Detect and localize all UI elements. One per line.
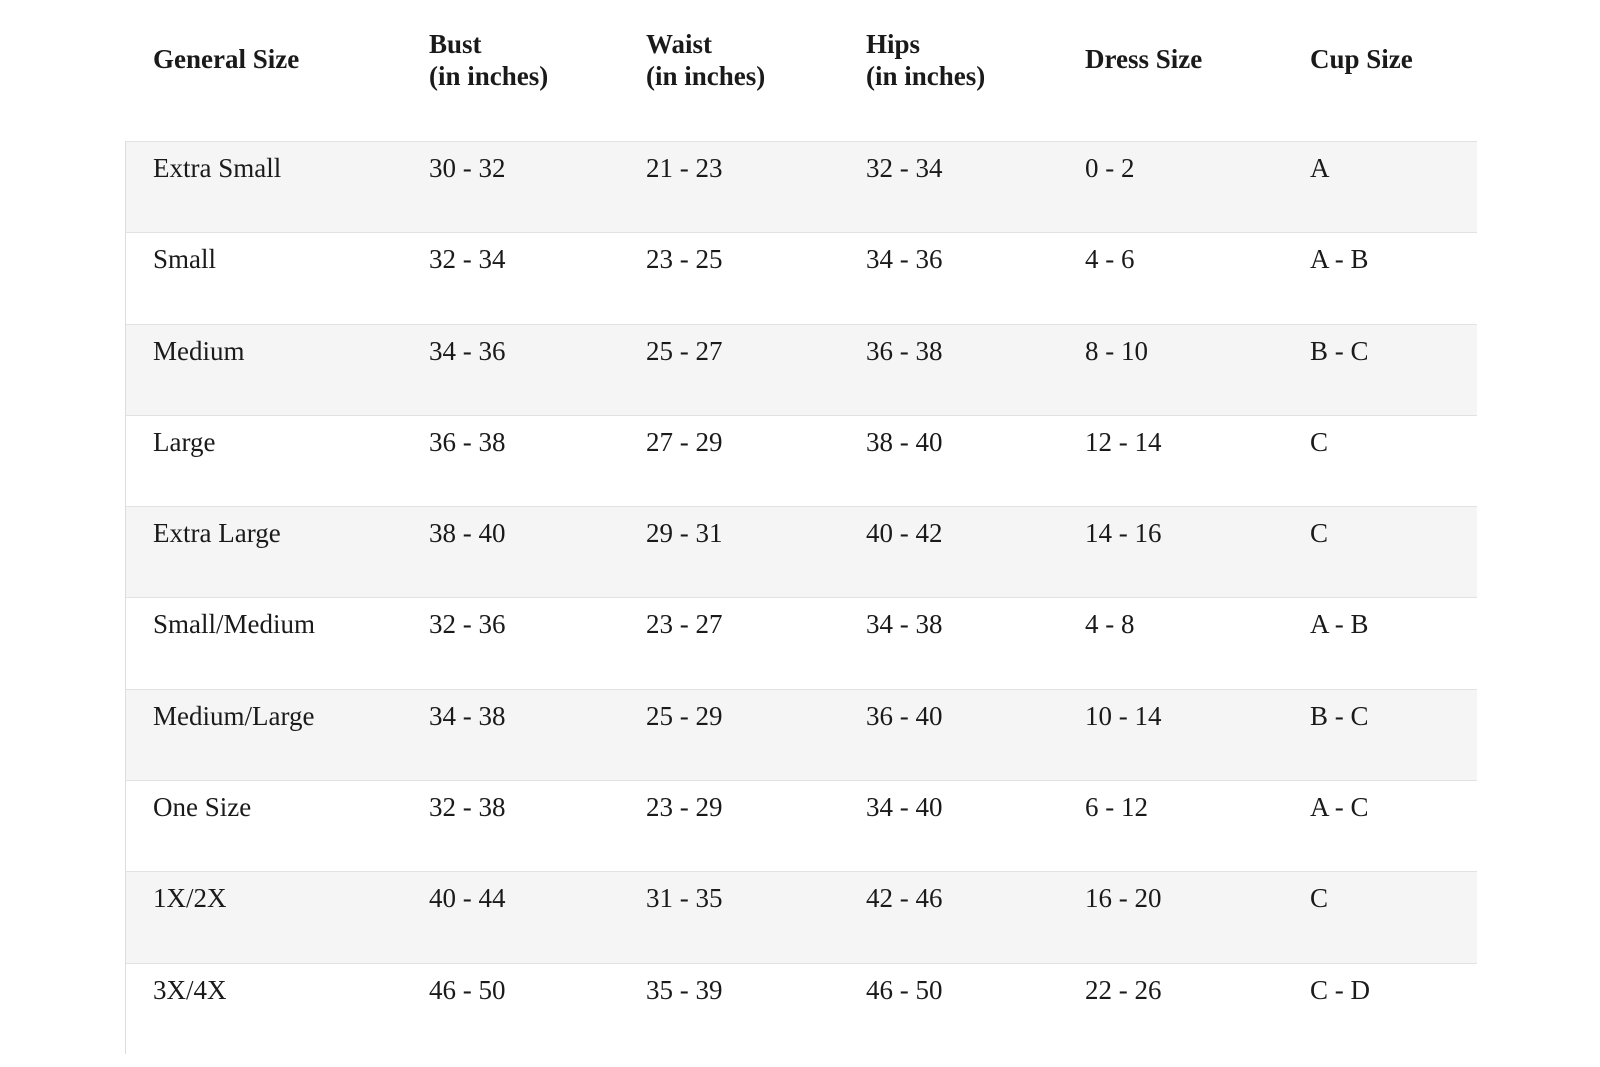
- cell-hips: 46 - 50: [866, 974, 943, 1005]
- cell-bust: 46 - 50: [429, 974, 506, 1005]
- header-label: General Size: [153, 44, 300, 74]
- cell-waist: 31 - 35: [646, 883, 723, 914]
- header-label: Waist: [646, 29, 713, 59]
- cell-hips: 40 - 42: [866, 518, 943, 549]
- cell-dress-size: 4 - 6: [1085, 244, 1135, 275]
- cell-cup-size: B - C: [1310, 700, 1369, 731]
- cell-bust: 38 - 40: [429, 518, 506, 549]
- cell-general-size: 1X/2X: [153, 883, 227, 914]
- table-row: Small/Medium 32 - 36 23 - 27 34 - 38 4 - 8 A …: [126, 597, 1477, 688]
- cell-dress-size: 12 - 14: [1085, 426, 1162, 457]
- header-label: Hips: [866, 29, 921, 59]
- header-bust: Bust (in inches): [429, 28, 548, 92]
- table-row: 1X/2X 40 - 44 31 - 35 42 - 46 16 - 20 C: [126, 871, 1477, 963]
- cell-hips: 36 - 38: [866, 335, 943, 366]
- cell-waist: 27 - 29: [646, 426, 723, 457]
- cell-bust: 34 - 38: [429, 700, 506, 731]
- cell-waist: 25 - 29: [646, 700, 723, 731]
- cell-cup-size: A - B: [1310, 609, 1369, 640]
- cell-dress-size: 8 - 10: [1085, 335, 1148, 366]
- cell-general-size: Medium: [153, 335, 245, 366]
- header-dress-size: Dress Size: [1085, 43, 1202, 75]
- table-row: Large 36 - 38 27 - 29 38 - 40 12 - 14 C: [126, 414, 1477, 506]
- cell-bust: 30 - 32: [429, 153, 506, 183]
- cell-dress-size: 22 - 26: [1085, 974, 1162, 1005]
- header-label: Cup Size: [1310, 44, 1413, 74]
- cell-cup-size: C: [1310, 518, 1329, 549]
- cell-cup-size: C: [1310, 426, 1329, 457]
- cell-general-size: One Size: [153, 792, 252, 823]
- cell-hips: 38 - 40: [866, 426, 943, 457]
- cell-bust: 32 - 34: [429, 244, 506, 275]
- cell-waist: 35 - 39: [646, 974, 723, 1005]
- table-row: One Size 32 - 38 23 - 29 34 - 40 6 - 12 A - C: [126, 780, 1477, 871]
- header-unit: (in inches): [429, 61, 549, 91]
- cell-cup-size: A: [1310, 153, 1330, 183]
- header-cup-size: Cup Size: [1310, 43, 1413, 75]
- cell-dress-size: 0 - 2: [1085, 153, 1135, 183]
- cell-waist: 23 - 29: [646, 792, 723, 823]
- cell-waist: 29 - 31: [646, 518, 723, 549]
- header-unit: (in inches): [646, 61, 766, 91]
- cell-general-size: Extra Small: [153, 153, 282, 183]
- cell-general-size: Small: [153, 244, 217, 275]
- cell-dress-size: 4 - 8: [1085, 609, 1135, 640]
- cell-hips: 36 - 40: [866, 700, 943, 731]
- header-label: Dress Size: [1085, 44, 1203, 74]
- cell-waist: 21 - 23: [646, 153, 723, 183]
- table-row: 3X/4X 46 - 50 35 - 39 46 - 50 22 - 26 C - D: [126, 962, 1477, 1054]
- cell-general-size: Extra Large: [153, 518, 281, 549]
- header-general-size: General Size: [153, 43, 299, 75]
- cell-general-size: Medium/Large: [153, 700, 315, 731]
- table-row: Small 32 - 34 23 - 25 34 - 36 4 - 6 A - B: [126, 232, 1477, 323]
- cell-cup-size: C - D: [1310, 974, 1370, 1005]
- cell-waist: 23 - 25: [646, 244, 723, 275]
- cell-dress-size: 14 - 16: [1085, 518, 1162, 549]
- cell-hips: 34 - 40: [866, 792, 943, 823]
- table-row: Medium 34 - 36 25 - 27 36 - 38 8 - 10 B - C: [126, 323, 1477, 415]
- header-unit: (in inches): [866, 61, 986, 91]
- cell-dress-size: 10 - 14: [1085, 700, 1162, 731]
- table-row: Extra Small 30 - 32 21 - 23 32 - 34 0 - 2 A: [126, 141, 1477, 233]
- cell-hips: 34 - 36: [866, 244, 943, 275]
- cell-bust: 36 - 38: [429, 426, 506, 457]
- cell-waist: 25 - 27: [646, 335, 723, 366]
- table-row: Medium/Large 34 - 38 25 - 29 36 - 40 10 - 14…: [126, 688, 1477, 781]
- cell-hips: 34 - 38: [866, 609, 943, 640]
- table-row: Extra Large 38 - 40 29 - 31 40 - 42 14 - 16 C: [126, 506, 1477, 598]
- cell-cup-size: A - C: [1310, 792, 1369, 823]
- cell-hips: 42 - 46: [866, 883, 943, 914]
- cell-bust: 34 - 36: [429, 335, 506, 366]
- cell-general-size: Large: [153, 426, 216, 457]
- cell-dress-size: 16 - 20: [1085, 883, 1162, 914]
- cell-cup-size: C: [1310, 883, 1329, 914]
- cell-general-size: 3X/4X: [153, 974, 227, 1005]
- cell-bust: 40 - 44: [429, 883, 506, 914]
- cell-hips: 32 - 34: [866, 153, 943, 183]
- size-chart-table: Extra Small 30 - 32 21 - 23 32 - 34 0 - 2 A Sm…: [125, 141, 1477, 1054]
- cell-general-size: Small/Medium: [153, 609, 315, 640]
- cell-waist: 23 - 27: [646, 609, 723, 640]
- cell-cup-size: B - C: [1310, 335, 1369, 366]
- cell-dress-size: 6 - 12: [1085, 792, 1148, 823]
- cell-bust: 32 - 36: [429, 609, 506, 640]
- header-label: Bust: [429, 29, 482, 59]
- header-waist: Waist (in inches): [646, 28, 765, 92]
- header-hips: Hips (in inches): [866, 28, 985, 92]
- cell-cup-size: A - B: [1310, 244, 1369, 275]
- cell-bust: 32 - 38: [429, 792, 506, 823]
